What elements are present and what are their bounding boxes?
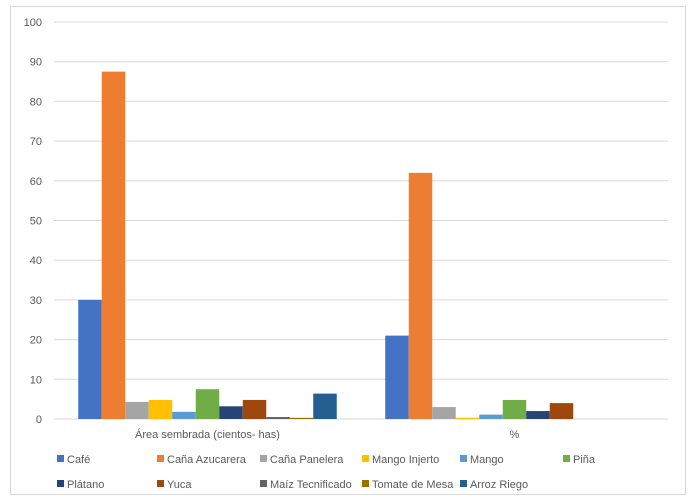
y-tick-label: 40 [30,255,42,267]
legend-label: Maíz Tecnificado [270,479,352,491]
legend-swatch [260,455,267,462]
bar [125,401,149,419]
y-tick-label: 80 [30,96,42,108]
y-tick-label: 20 [30,335,42,347]
bar [432,407,456,419]
y-tick-label: 100 [24,17,42,29]
bar [219,406,243,419]
bar [148,399,173,419]
legend-swatch [57,480,64,487]
y-tick-label: 50 [30,216,42,228]
y-tick-label: 60 [30,176,42,188]
legend-label: Caña Azucarera [167,454,247,466]
legend-label: Tomate de Mesa [372,479,454,491]
legend-label: Yuca [167,479,192,491]
bar [78,299,102,419]
legend-swatch [260,480,267,487]
bar [266,417,290,419]
bar [479,414,503,419]
bar [385,335,409,419]
legend-label: Arroz Riego [470,479,528,491]
legend-swatch [460,455,467,462]
legend-swatch [460,480,467,487]
legend-label: Mango [470,454,504,466]
bar [242,399,267,419]
bar [549,403,574,419]
legend-label: Caña Panelera [270,454,344,466]
legend-label: Café [67,454,90,466]
legend-swatch [57,455,64,462]
category-label: Área sembrada (cientos- has) [135,428,280,441]
y-tick-label: 10 [30,374,42,386]
bar [455,417,480,419]
legend-label: Mango Injerto [372,454,439,466]
bar [526,411,550,419]
bar [408,172,433,419]
legend-label: Piña [573,454,596,466]
legend-swatch [563,455,570,462]
legend-swatch [157,480,164,487]
y-tick-label: 70 [30,136,42,148]
y-tick-label: 30 [30,295,42,307]
bar [502,399,527,419]
bar [289,417,314,419]
legend-label: Plátano [67,479,104,491]
legend-swatch [157,455,164,462]
bar [101,71,126,419]
y-tick-label: 90 [30,57,42,69]
bar [172,411,196,419]
legend-swatch [362,455,369,462]
category-label: % [510,429,520,441]
bar [313,393,337,419]
y-tick-label: 0 [36,414,42,426]
bar [195,389,220,419]
legend-swatch [362,480,369,487]
